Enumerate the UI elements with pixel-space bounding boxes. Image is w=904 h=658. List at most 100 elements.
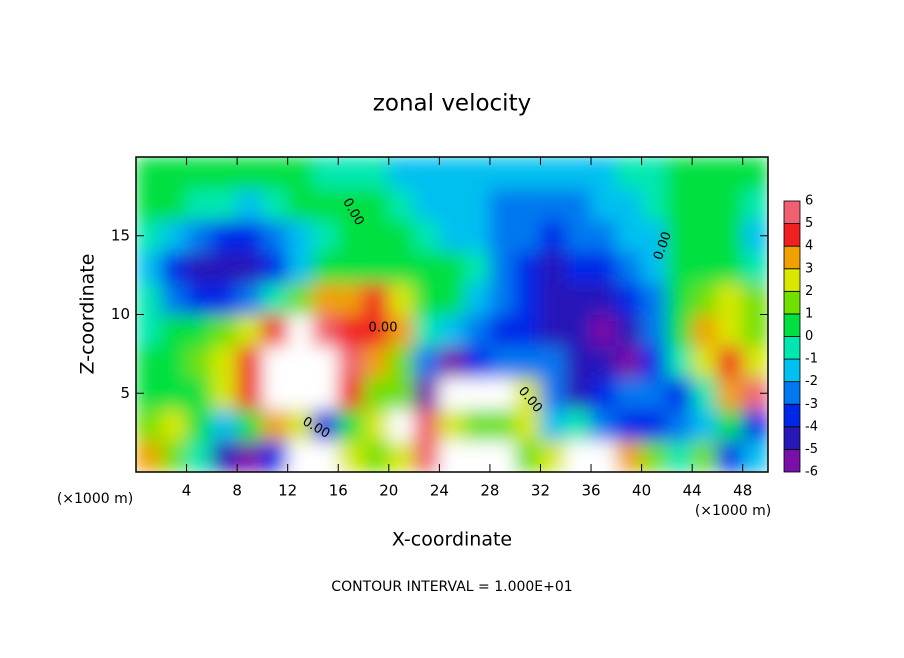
field-cell — [261, 219, 289, 252]
colorbar-label: 2 — [805, 284, 813, 299]
colorbar-box — [783, 223, 801, 247]
field-cell — [691, 219, 718, 252]
field-cell — [413, 251, 440, 284]
field-cell — [312, 440, 339, 472]
field-cell — [413, 157, 440, 189]
field-cell — [413, 345, 440, 378]
y-tick-label: 5 — [120, 384, 130, 402]
field-cell — [716, 282, 744, 315]
field-cell — [312, 377, 339, 410]
field-cell — [615, 408, 643, 441]
field-cell — [641, 219, 668, 252]
field-cell — [539, 251, 567, 284]
field-cell — [590, 408, 617, 441]
field-cell — [261, 314, 289, 347]
field-cell — [438, 188, 466, 221]
field-cell — [438, 440, 466, 472]
field-cell — [464, 219, 491, 252]
field-cell — [641, 314, 668, 347]
field-cell — [565, 408, 592, 441]
field-cell — [211, 314, 238, 347]
field-cell — [312, 314, 339, 347]
field-cell — [160, 345, 188, 378]
field-cell — [388, 282, 415, 315]
field-cell — [641, 251, 668, 284]
field-cell — [590, 219, 617, 252]
field-cell — [489, 440, 516, 472]
field-cell — [438, 345, 466, 378]
field-cell — [716, 440, 744, 472]
field-cell — [160, 157, 188, 189]
field-cell — [514, 377, 541, 410]
x-unit-label: (×1000 m) — [57, 491, 133, 507]
field-cell — [565, 440, 592, 472]
field-cell — [716, 157, 744, 189]
field-cell — [160, 219, 188, 252]
colorbar-box — [783, 449, 801, 473]
x-tick-label: 28 — [480, 482, 499, 500]
field-cell — [742, 157, 768, 189]
field-cell — [464, 251, 491, 284]
colorbar-box — [783, 336, 801, 360]
field-cell — [539, 188, 567, 221]
field-cell — [615, 314, 643, 347]
field-cell — [136, 440, 162, 472]
field-cell — [388, 377, 415, 410]
field-cell — [438, 251, 466, 284]
field-cell — [514, 345, 541, 378]
field-cell — [160, 282, 188, 315]
field-cell — [413, 440, 440, 472]
field-cell — [539, 314, 567, 347]
field-cell — [565, 377, 592, 410]
colorbar-label: 1 — [805, 306, 813, 321]
field-cell — [565, 157, 592, 189]
colorbar-box — [783, 403, 801, 428]
field-cell — [186, 440, 213, 472]
field-cell — [666, 440, 693, 472]
field-cell — [716, 251, 744, 284]
field-cell — [261, 377, 289, 410]
field-cell — [388, 251, 415, 284]
field-cell — [464, 314, 491, 347]
field-cell — [337, 440, 365, 472]
field-cell — [489, 377, 516, 410]
field-cell — [136, 282, 162, 315]
colorbar-box — [783, 268, 801, 292]
field-cell — [691, 377, 718, 410]
field-cell — [742, 345, 768, 378]
overlay: 4 8 12 16 20 24 28 32 36 40 44 48510150.000.000.000… — [111, 156, 818, 500]
field-cell — [160, 377, 188, 410]
field-cell — [666, 408, 693, 441]
field-cell — [742, 251, 768, 284]
x-tick-label: 12 — [278, 482, 297, 500]
field-cell — [691, 440, 718, 472]
field-cell — [641, 157, 668, 189]
colorbar-label: 3 — [805, 261, 813, 276]
field-cell — [590, 251, 617, 284]
field-cell — [615, 251, 643, 284]
field-cell — [716, 408, 744, 441]
field-cell — [160, 440, 188, 472]
field-cell — [211, 188, 238, 221]
field-cell — [337, 345, 365, 378]
field-cell — [413, 314, 440, 347]
field-cell — [287, 314, 314, 347]
contour-label: 0.00 — [369, 321, 398, 336]
x-tick-label: 20 — [379, 482, 398, 500]
field-cell — [388, 188, 415, 221]
field-cell — [590, 282, 617, 315]
field-cell — [539, 377, 567, 410]
field-cell — [287, 219, 314, 252]
field-cell — [464, 282, 491, 315]
field-cell — [666, 157, 693, 189]
field-cell — [186, 157, 213, 189]
field-cell — [742, 188, 768, 221]
colorbar-label: 4 — [805, 239, 813, 254]
field-cell — [388, 314, 415, 347]
field-cell — [539, 157, 567, 189]
colorbar-label: 0 — [805, 329, 813, 344]
field-cell — [388, 345, 415, 378]
field-cell — [691, 251, 718, 284]
field-cell — [691, 345, 718, 378]
field-cell — [590, 188, 617, 221]
